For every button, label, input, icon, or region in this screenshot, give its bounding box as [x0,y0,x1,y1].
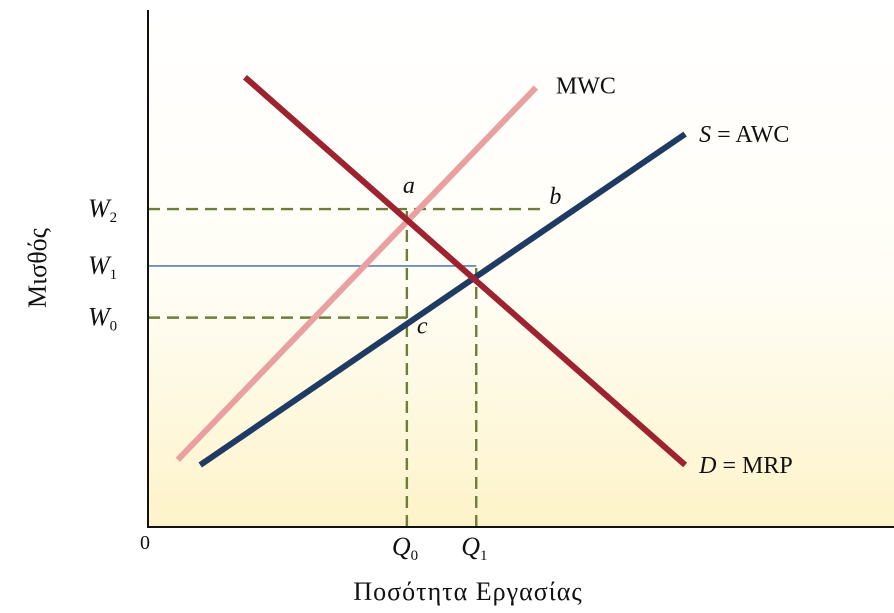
series-label-mwc: MWC [556,74,616,100]
x-tick-label-q0: Q0 [392,532,418,564]
y-axis-title: Μισθός [23,227,52,308]
point-label-a: a [403,173,415,199]
y-tick-label-w2: W2 [88,194,117,226]
series-label-d-mrp: D = MRP [698,453,793,479]
point-label-b: b [549,184,561,210]
y-tick-label-w1: W1 [88,251,117,283]
x-tick-label-q1: Q1 [461,532,487,564]
series-line-mwc [175,85,539,462]
series-line-s-awc [198,131,687,468]
x-axis-title: Ποσότητα Εργασίας [353,577,582,606]
series-line-d-mrp [242,74,688,468]
plot-background [148,10,894,527]
y-tick-label-w0: W0 [88,303,117,335]
point-label-c: c [417,314,428,340]
origin-label: 0 [140,532,150,554]
series-label-s-awc: S = AWC [699,122,789,148]
